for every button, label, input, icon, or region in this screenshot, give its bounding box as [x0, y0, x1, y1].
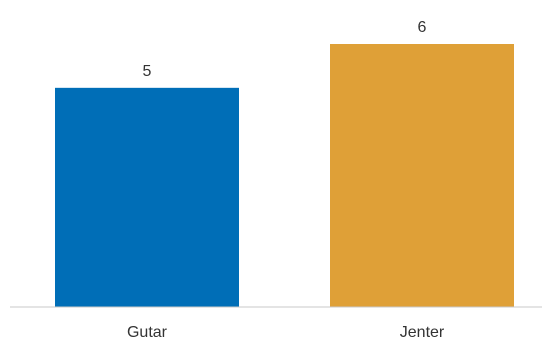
bar-jenter: [330, 44, 514, 307]
bars-layer: [55, 44, 514, 307]
data-label-jenter: 6: [418, 19, 427, 36]
data-label-gutar: 5: [143, 63, 152, 80]
category-labels-layer: Gutar Jenter: [127, 324, 445, 341]
data-labels-layer: 56: [143, 19, 427, 80]
bar-gutar: [55, 87, 239, 307]
category-label-jenter: Jenter: [400, 324, 445, 341]
category-label-gutar: Gutar: [127, 324, 168, 341]
